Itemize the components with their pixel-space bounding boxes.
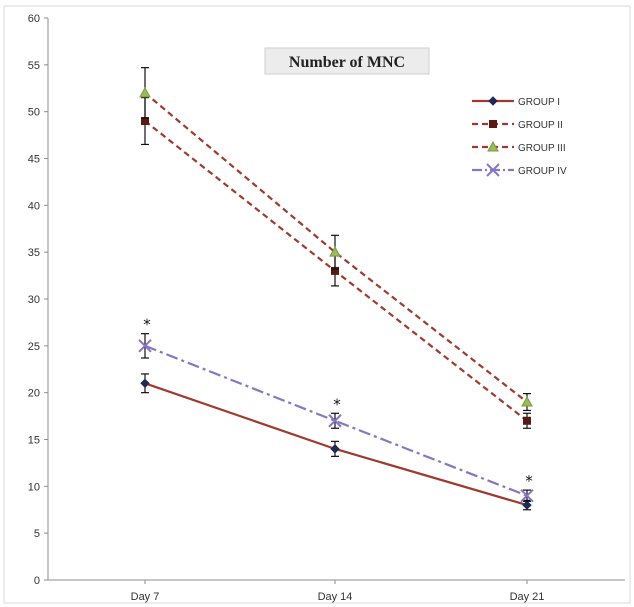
chart-title-box [264,47,430,75]
y-tick-label: 50 [28,107,40,119]
y-tick-label: 20 [28,388,40,400]
legend-label: GROUP III [518,143,566,154]
x-tick-label: Day 7 [131,591,160,603]
y-tick-label: 35 [28,247,40,259]
y-tick-label: 60 [28,13,40,25]
series-1 [140,373,532,511]
data-point [520,488,534,503]
legend-label: GROUP I [518,97,560,108]
y-tick-label: 15 [28,435,40,447]
y-tick-label: 5 [34,528,40,540]
data-point [140,378,150,389]
legend-marker [489,120,497,128]
y-tick-label: 25 [28,341,40,353]
legend-label: GROUP II [518,120,563,131]
legend-marker [488,96,498,106]
y-tick-label: 45 [28,154,40,166]
x-tick-label: Day 14 [318,591,353,603]
chart-title: Number of MNC [289,54,405,71]
chart-title-group: Number of MNC [264,47,430,75]
legend-item: GROUP II [472,120,563,131]
marker-stroke [328,414,342,428]
data-point [330,444,340,454]
data-point [522,500,532,510]
legend-marker [487,140,499,152]
data-point [139,86,151,98]
y-tick-label: 40 [28,200,40,212]
legend: GROUP I GROUP II GROUP III GROUP IV [472,96,567,177]
legend-marker [486,163,500,177]
legend-item: GROUP I [472,96,560,108]
y-tick-label: 0 [34,575,40,587]
series-layer: * * * [138,67,534,511]
y-tick-label: 55 [28,60,40,72]
x-tick-label: Day 21 [510,591,545,603]
series-4: * * * [138,316,534,503]
marker-stroke [486,163,500,177]
marker-stroke [138,339,152,353]
legend-label: GROUP IV [518,166,567,177]
axes: 0 5 10 15 20 25 30 35 40 45 50 55 60 Day 7 Day 14 Day 2… [3,5,631,604]
significance-star: * [333,395,341,413]
y-tick-label: 30 [28,294,40,306]
y-tick-label: 10 [28,481,40,493]
significance-star: * [525,472,533,490]
data-point [328,414,342,428]
marker-stroke [520,488,534,503]
series-line [144,92,528,403]
series-2 [141,97,531,429]
data-point [138,339,152,353]
series-3 [139,67,533,412]
data-point [521,396,533,407]
legend-item: GROUP IV [472,163,567,177]
data-point [523,416,531,425]
legend-item: GROUP III [472,140,566,154]
significance-star: * [143,316,151,334]
chart-frame [3,5,631,604]
data-point [329,246,341,257]
